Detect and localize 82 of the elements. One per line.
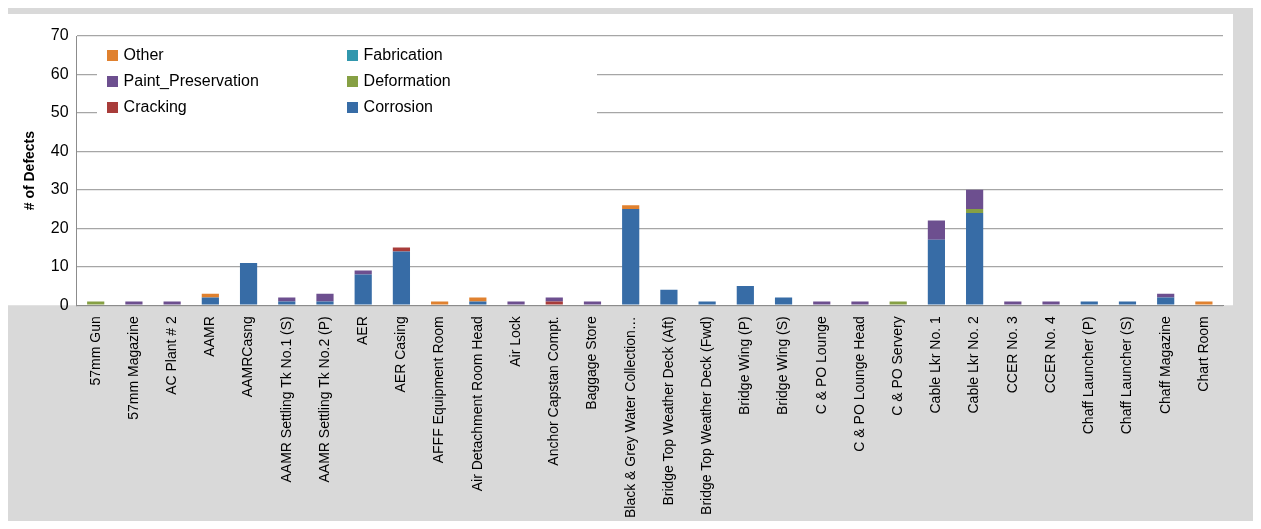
x-tick-label: 57mm Gun xyxy=(86,316,103,386)
x-tick-label: Baggage Store xyxy=(583,316,600,410)
y-tick-label: 60 xyxy=(50,64,69,82)
x-tick-label: AC Plant # 2 xyxy=(162,316,179,395)
x-tick-label: Chaff Launcher (S) xyxy=(1118,316,1135,435)
x-tick-label: Air Detachment Room Head xyxy=(468,316,485,492)
bar xyxy=(545,301,563,305)
bar xyxy=(966,189,984,210)
x-tick-label: Bridge Wing (P) xyxy=(736,316,753,416)
y-tick-label: 50 xyxy=(50,103,69,121)
bar xyxy=(316,293,334,302)
x-tick-label: AAMRCasng xyxy=(239,316,256,398)
y-axis-title: # of Defects xyxy=(21,130,38,211)
x-tick-label: Cable Lkr No. 2 xyxy=(965,316,982,414)
x-tick-label: Anchor Capstan Compt. xyxy=(545,316,562,466)
legend-label: Deformation xyxy=(363,72,451,90)
x-tick-label: Cable Lkr No. 1 xyxy=(927,316,944,414)
bar xyxy=(316,301,334,305)
y-tick-label: 10 xyxy=(50,257,69,275)
x-tick-label: Bridge Wing (S) xyxy=(774,316,791,416)
bar xyxy=(1004,301,1022,305)
bar xyxy=(278,301,296,305)
x-tick-label: Black & Grey Water Collection… xyxy=(621,316,638,518)
bar xyxy=(201,293,219,298)
bar xyxy=(1195,301,1213,305)
bar xyxy=(698,301,716,305)
bar xyxy=(966,212,984,305)
x-tick-label: Chart Room xyxy=(1194,316,1211,392)
bar xyxy=(736,286,754,305)
bar xyxy=(431,301,449,305)
bar xyxy=(1042,301,1060,305)
x-tick-label: AER Casing xyxy=(392,316,409,393)
bar xyxy=(125,301,143,305)
legend-label: Other xyxy=(123,46,164,64)
x-tick-label: Chaff Magazine xyxy=(1156,316,1173,415)
legend-label: Fabrication xyxy=(363,46,443,64)
bar xyxy=(87,301,105,305)
bar xyxy=(774,297,793,305)
x-tick-label: C & PO Lounge Head xyxy=(850,316,867,452)
legend-label: Paint_Preservation xyxy=(123,72,259,90)
bar xyxy=(1157,297,1175,305)
bar xyxy=(1118,301,1137,305)
x-tick-label: AER xyxy=(354,316,371,346)
y-tick-label: 0 xyxy=(59,295,69,313)
x-tick-label: AAMR xyxy=(201,316,218,357)
y-tick-label: 40 xyxy=(50,141,69,159)
bar xyxy=(813,301,831,305)
legend-label: Corrosion xyxy=(363,98,433,116)
bar xyxy=(927,220,945,240)
bar xyxy=(1157,293,1175,298)
x-tick-label: Bridge Top Weather Deck (Aft) xyxy=(659,316,676,506)
x-tick-label: CCER No. 4 xyxy=(1041,316,1058,394)
bar xyxy=(622,209,640,305)
x-tick-label: Bridge Top Weather Deck (Fwd) xyxy=(697,316,714,515)
x-tick-label: AAMR Settling Tk No.1 (S) xyxy=(277,316,294,483)
bar xyxy=(851,301,869,305)
y-tick-label: 70 xyxy=(50,26,69,44)
bar xyxy=(507,301,525,305)
bar xyxy=(660,289,678,305)
bar xyxy=(469,301,487,305)
y-tick-label: 20 xyxy=(50,218,69,236)
bar xyxy=(163,301,181,305)
x-tick-label: CCER No. 3 xyxy=(1003,316,1020,394)
x-tick-label: Chaff Launcher (P) xyxy=(1080,316,1097,435)
bar xyxy=(927,239,945,305)
bar xyxy=(583,301,602,305)
y-tick-label: 30 xyxy=(50,180,69,198)
bar xyxy=(889,301,907,305)
legend-label: Cracking xyxy=(123,98,187,116)
x-tick-label: AFFF Equipment Room xyxy=(430,316,447,464)
x-tick-label: AAMR Settling Tk No.2 (P) xyxy=(315,316,332,483)
x-tick-label: C & PO Lounge xyxy=(812,316,829,415)
bar xyxy=(966,209,984,213)
x-tick-label: Air Lock xyxy=(506,315,523,367)
bar xyxy=(239,262,258,305)
x-tick-label: C & PO Servery xyxy=(889,316,906,416)
bar xyxy=(392,251,411,305)
bar xyxy=(622,205,640,210)
bar xyxy=(1080,301,1098,305)
bar xyxy=(354,274,372,305)
bar xyxy=(201,297,219,305)
x-tick-label: 57mm Magazine xyxy=(124,316,141,420)
